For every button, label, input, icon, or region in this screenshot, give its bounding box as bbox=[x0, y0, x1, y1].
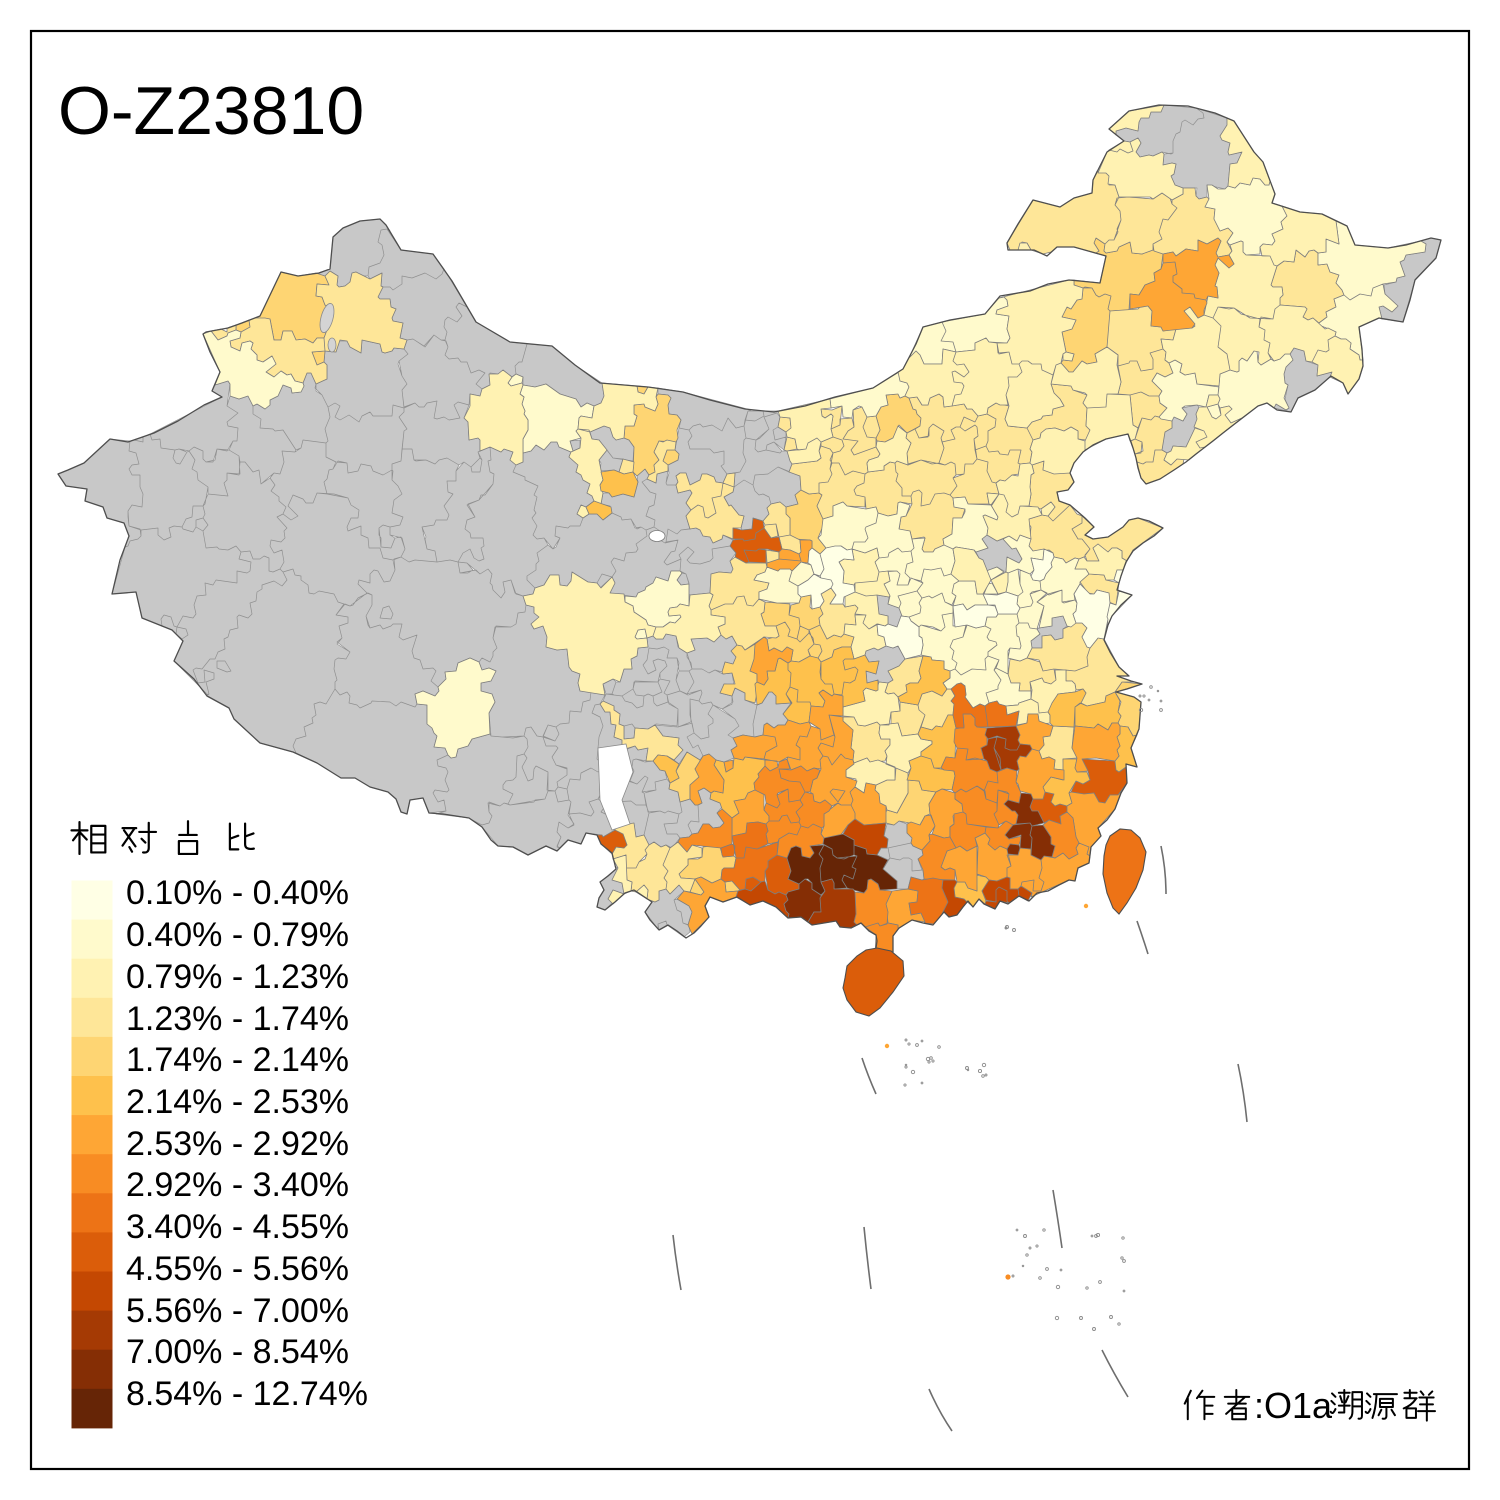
svg-text:0.40% - 0.79%: 0.40% - 0.79% bbox=[126, 916, 349, 954]
svg-text:1.23% - 1.74%: 1.23% - 1.74% bbox=[126, 1000, 349, 1038]
svg-text:2.53% - 2.92%: 2.53% - 2.92% bbox=[126, 1125, 349, 1163]
svg-text:0.10% - 0.40%: 0.10% - 0.40% bbox=[126, 874, 349, 912]
svg-text:0.79% - 1.23%: 0.79% - 1.23% bbox=[126, 958, 349, 996]
svg-text:4.55% - 5.56%: 4.55% - 5.56% bbox=[126, 1250, 349, 1288]
svg-text:O-Z23810: O-Z23810 bbox=[58, 73, 364, 149]
svg-text:2.14% - 2.53%: 2.14% - 2.53% bbox=[126, 1083, 349, 1121]
svg-text:8.54% - 12.74%: 8.54% - 12.74% bbox=[126, 1375, 368, 1413]
svg-text:3.40% - 4.55%: 3.40% - 4.55% bbox=[126, 1208, 349, 1246]
svg-text:7.00% - 8.54%: 7.00% - 8.54% bbox=[126, 1333, 349, 1371]
svg-text:2.92% - 3.40%: 2.92% - 3.40% bbox=[126, 1166, 349, 1204]
svg-text::O1a: :O1a bbox=[1254, 1385, 1333, 1426]
svg-text:1.74% - 2.14%: 1.74% - 2.14% bbox=[126, 1041, 349, 1079]
svg-text:5.56% - 7.00%: 5.56% - 7.00% bbox=[126, 1292, 349, 1330]
